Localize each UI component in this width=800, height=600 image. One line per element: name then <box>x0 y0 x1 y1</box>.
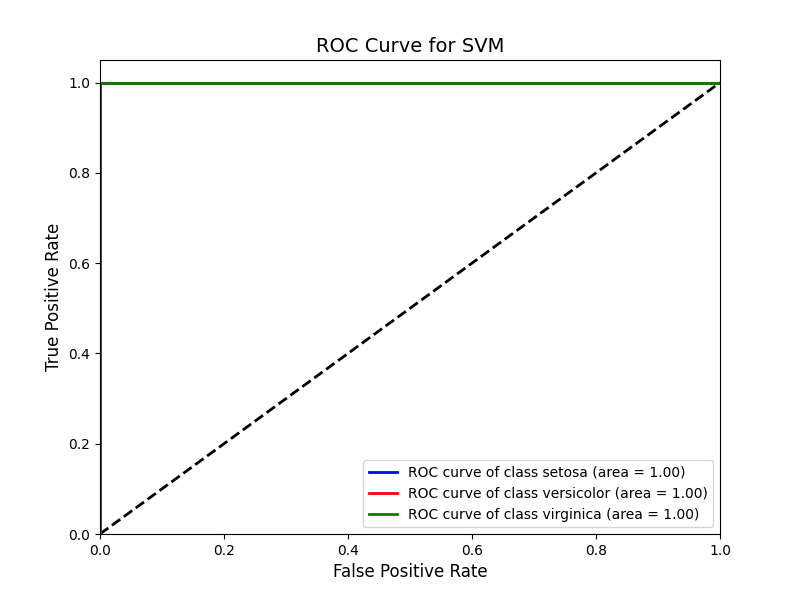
X-axis label: False Positive Rate: False Positive Rate <box>333 563 487 581</box>
Y-axis label: True Positive Rate: True Positive Rate <box>45 223 62 371</box>
Line: ROC curve of class virginica (area = 1.00): ROC curve of class virginica (area = 1.0… <box>100 83 720 534</box>
Legend: ROC curve of class setosa (area = 1.00), ROC curve of class versicolor (area = 1: ROC curve of class setosa (area = 1.00),… <box>363 460 713 527</box>
ROC curve of class virginica (area = 1.00) <box>95 530 105 538</box>
ROC curve of class setosa (area = 1.00) <box>95 79 105 86</box>
ROC curve of class versicolor (area = 1.00) <box>715 79 725 86</box>
ROC curve of class setosa (area = 1.00) <box>95 530 105 538</box>
ROC curve of class setosa (area = 1.00) <box>715 79 725 86</box>
ROC curve of class virginica (area = 1.00) <box>95 79 105 86</box>
Title: ROC Curve for SVM: ROC Curve for SVM <box>316 37 504 56</box>
ROC curve of class versicolor (area = 1.00) <box>95 79 105 86</box>
ROC curve of class versicolor (area = 1.00) <box>95 530 105 538</box>
Line: ROC curve of class versicolor (area = 1.00): ROC curve of class versicolor (area = 1.… <box>100 83 720 534</box>
Line: ROC curve of class setosa (area = 1.00): ROC curve of class setosa (area = 1.00) <box>100 83 720 534</box>
ROC curve of class virginica (area = 1.00) <box>715 79 725 86</box>
